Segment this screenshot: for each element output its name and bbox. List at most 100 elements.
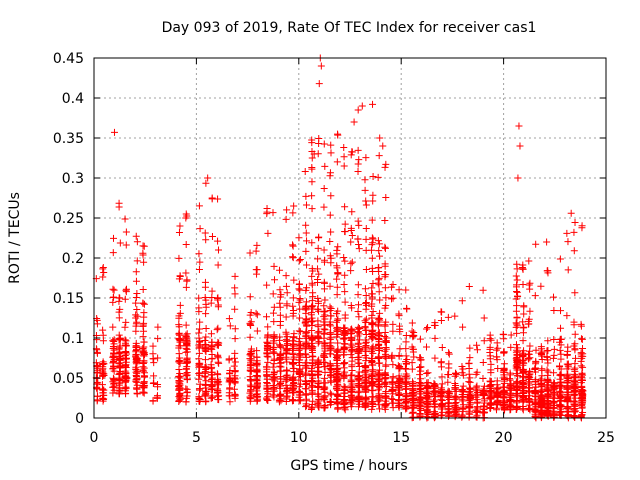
- data-point: [571, 289, 579, 297]
- data-point: [132, 232, 140, 240]
- data-point: [195, 349, 203, 357]
- data-point: [296, 305, 304, 313]
- data-point: [252, 247, 260, 255]
- data-point: [531, 365, 539, 373]
- data-point: [196, 396, 204, 404]
- data-point: [195, 355, 203, 363]
- y-axis-label: ROTI / TECUs: [7, 192, 23, 284]
- data-point: [140, 327, 148, 335]
- data-point: [139, 363, 147, 371]
- data-point: [175, 358, 183, 366]
- data-point: [500, 349, 508, 357]
- data-point: [333, 324, 341, 332]
- data-point: [557, 341, 565, 349]
- data-point: [423, 406, 431, 414]
- data-point: [334, 243, 342, 251]
- data-point: [571, 346, 579, 354]
- data-point: [480, 314, 488, 322]
- data-point: [133, 374, 141, 382]
- data-point: [465, 378, 473, 386]
- data-point: [376, 359, 384, 367]
- data-point: [270, 303, 278, 311]
- data-point: [269, 309, 277, 317]
- data-point: [492, 404, 500, 412]
- data-point: [526, 370, 534, 378]
- data-point: [438, 380, 446, 388]
- data-point: [214, 261, 222, 269]
- data-point: [375, 247, 383, 255]
- data-point: [93, 316, 101, 324]
- data-point: [538, 355, 546, 363]
- data-point: [182, 321, 190, 329]
- data-point: [480, 402, 488, 410]
- data-point: [308, 390, 316, 398]
- data-point: [499, 368, 507, 376]
- data-point: [326, 169, 334, 177]
- data-point: [431, 409, 439, 417]
- data-point: [321, 321, 329, 329]
- data-point: [368, 300, 376, 308]
- data-point: [570, 228, 578, 236]
- data-point: [290, 340, 298, 348]
- y-tick-label: 0.45: [53, 51, 84, 67]
- data-point: [355, 156, 363, 164]
- data-point: [301, 319, 309, 327]
- data-point: [208, 355, 216, 363]
- data-point: [213, 385, 221, 393]
- data-point: [315, 328, 323, 336]
- data-point: [308, 314, 316, 322]
- data-point: [308, 239, 316, 247]
- data-point: [182, 331, 190, 339]
- data-point: [513, 403, 521, 411]
- data-point: [445, 370, 453, 378]
- data-point: [537, 349, 545, 357]
- grid-lines: [94, 58, 606, 418]
- data-point: [354, 393, 362, 401]
- data-point: [109, 352, 117, 360]
- data-point: [402, 338, 410, 346]
- data-point: [556, 395, 564, 403]
- data-point: [289, 253, 297, 261]
- data-point: [270, 355, 278, 363]
- data-point: [369, 279, 377, 287]
- data-point: [355, 363, 363, 371]
- data-point: [116, 335, 124, 343]
- data-point: [430, 382, 438, 390]
- data-point: [122, 375, 130, 383]
- data-point: [340, 327, 348, 335]
- data-point: [516, 142, 524, 150]
- data-point: [196, 258, 204, 266]
- data-point: [538, 365, 546, 373]
- data-point: [487, 377, 495, 385]
- data-point: [208, 194, 216, 202]
- data-point: [369, 387, 377, 395]
- data-point: [341, 368, 349, 376]
- data-point: [564, 398, 572, 406]
- data-point: [276, 391, 284, 399]
- data-point: [183, 372, 191, 380]
- data-point: [341, 314, 349, 322]
- data-point: [347, 387, 355, 395]
- data-point: [270, 339, 278, 347]
- y-tick-label: 0.2: [62, 251, 84, 267]
- data-point: [487, 369, 495, 377]
- data-point: [402, 400, 410, 408]
- data-point: [451, 312, 459, 320]
- data-point: [296, 342, 304, 350]
- data-point: [302, 298, 310, 306]
- data-point: [327, 339, 335, 347]
- data-point: [154, 354, 162, 362]
- data-point: [354, 291, 362, 299]
- data-point: [133, 257, 141, 265]
- data-point: [355, 245, 363, 253]
- data-point: [263, 313, 271, 321]
- data-point: [348, 148, 356, 156]
- data-point: [308, 334, 316, 342]
- data-point: [290, 368, 298, 376]
- plot-area-frame: [93, 57, 607, 419]
- data-point: [374, 173, 382, 181]
- data-point: [376, 252, 384, 260]
- data-point: [537, 343, 545, 351]
- data-point: [183, 212, 191, 220]
- data-point: [175, 335, 183, 343]
